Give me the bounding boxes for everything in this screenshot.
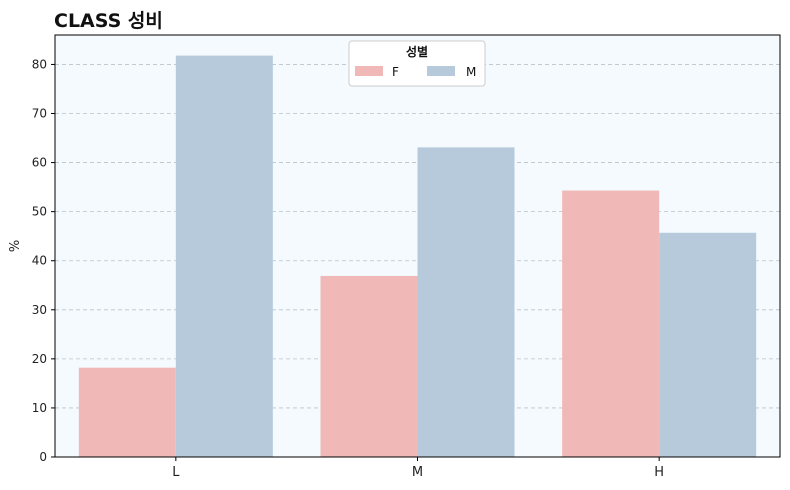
x-tick-label: M	[412, 465, 423, 480]
y-tick-label: 80	[32, 57, 47, 71]
bar-m-l	[175, 55, 273, 457]
y-tick-label: 60	[32, 156, 47, 170]
y-tick-label: 50	[32, 205, 47, 219]
x-tick-label: H	[654, 465, 664, 480]
bar-f-m	[320, 275, 418, 457]
legend-swatch-f	[355, 66, 383, 76]
y-tick-label: 20	[32, 352, 47, 366]
legend-label-f: F	[392, 65, 399, 79]
y-tick-label: 40	[32, 254, 47, 268]
bar-m-h	[659, 232, 757, 457]
bar-m-m	[417, 147, 515, 458]
bars	[78, 55, 757, 458]
y-tick-label: 70	[32, 107, 47, 121]
y-axis-ticks: 0 10 20 30 40 50 60 70 80	[32, 57, 55, 464]
legend: 성별 F M	[348, 40, 486, 87]
legend-label-m: M	[466, 65, 476, 79]
y-tick-label: 10	[32, 401, 47, 415]
y-tick-label: 0	[39, 450, 47, 464]
y-tick-label: 30	[32, 303, 47, 317]
y-axis-label: %	[8, 240, 23, 252]
chart-title: CLASS 성비	[54, 10, 163, 32]
legend-title: 성별	[406, 44, 428, 59]
bar-f-h	[562, 190, 660, 458]
bar-f-l	[78, 367, 176, 457]
legend-swatch-m	[427, 66, 455, 76]
x-tick-label: L	[172, 465, 180, 480]
